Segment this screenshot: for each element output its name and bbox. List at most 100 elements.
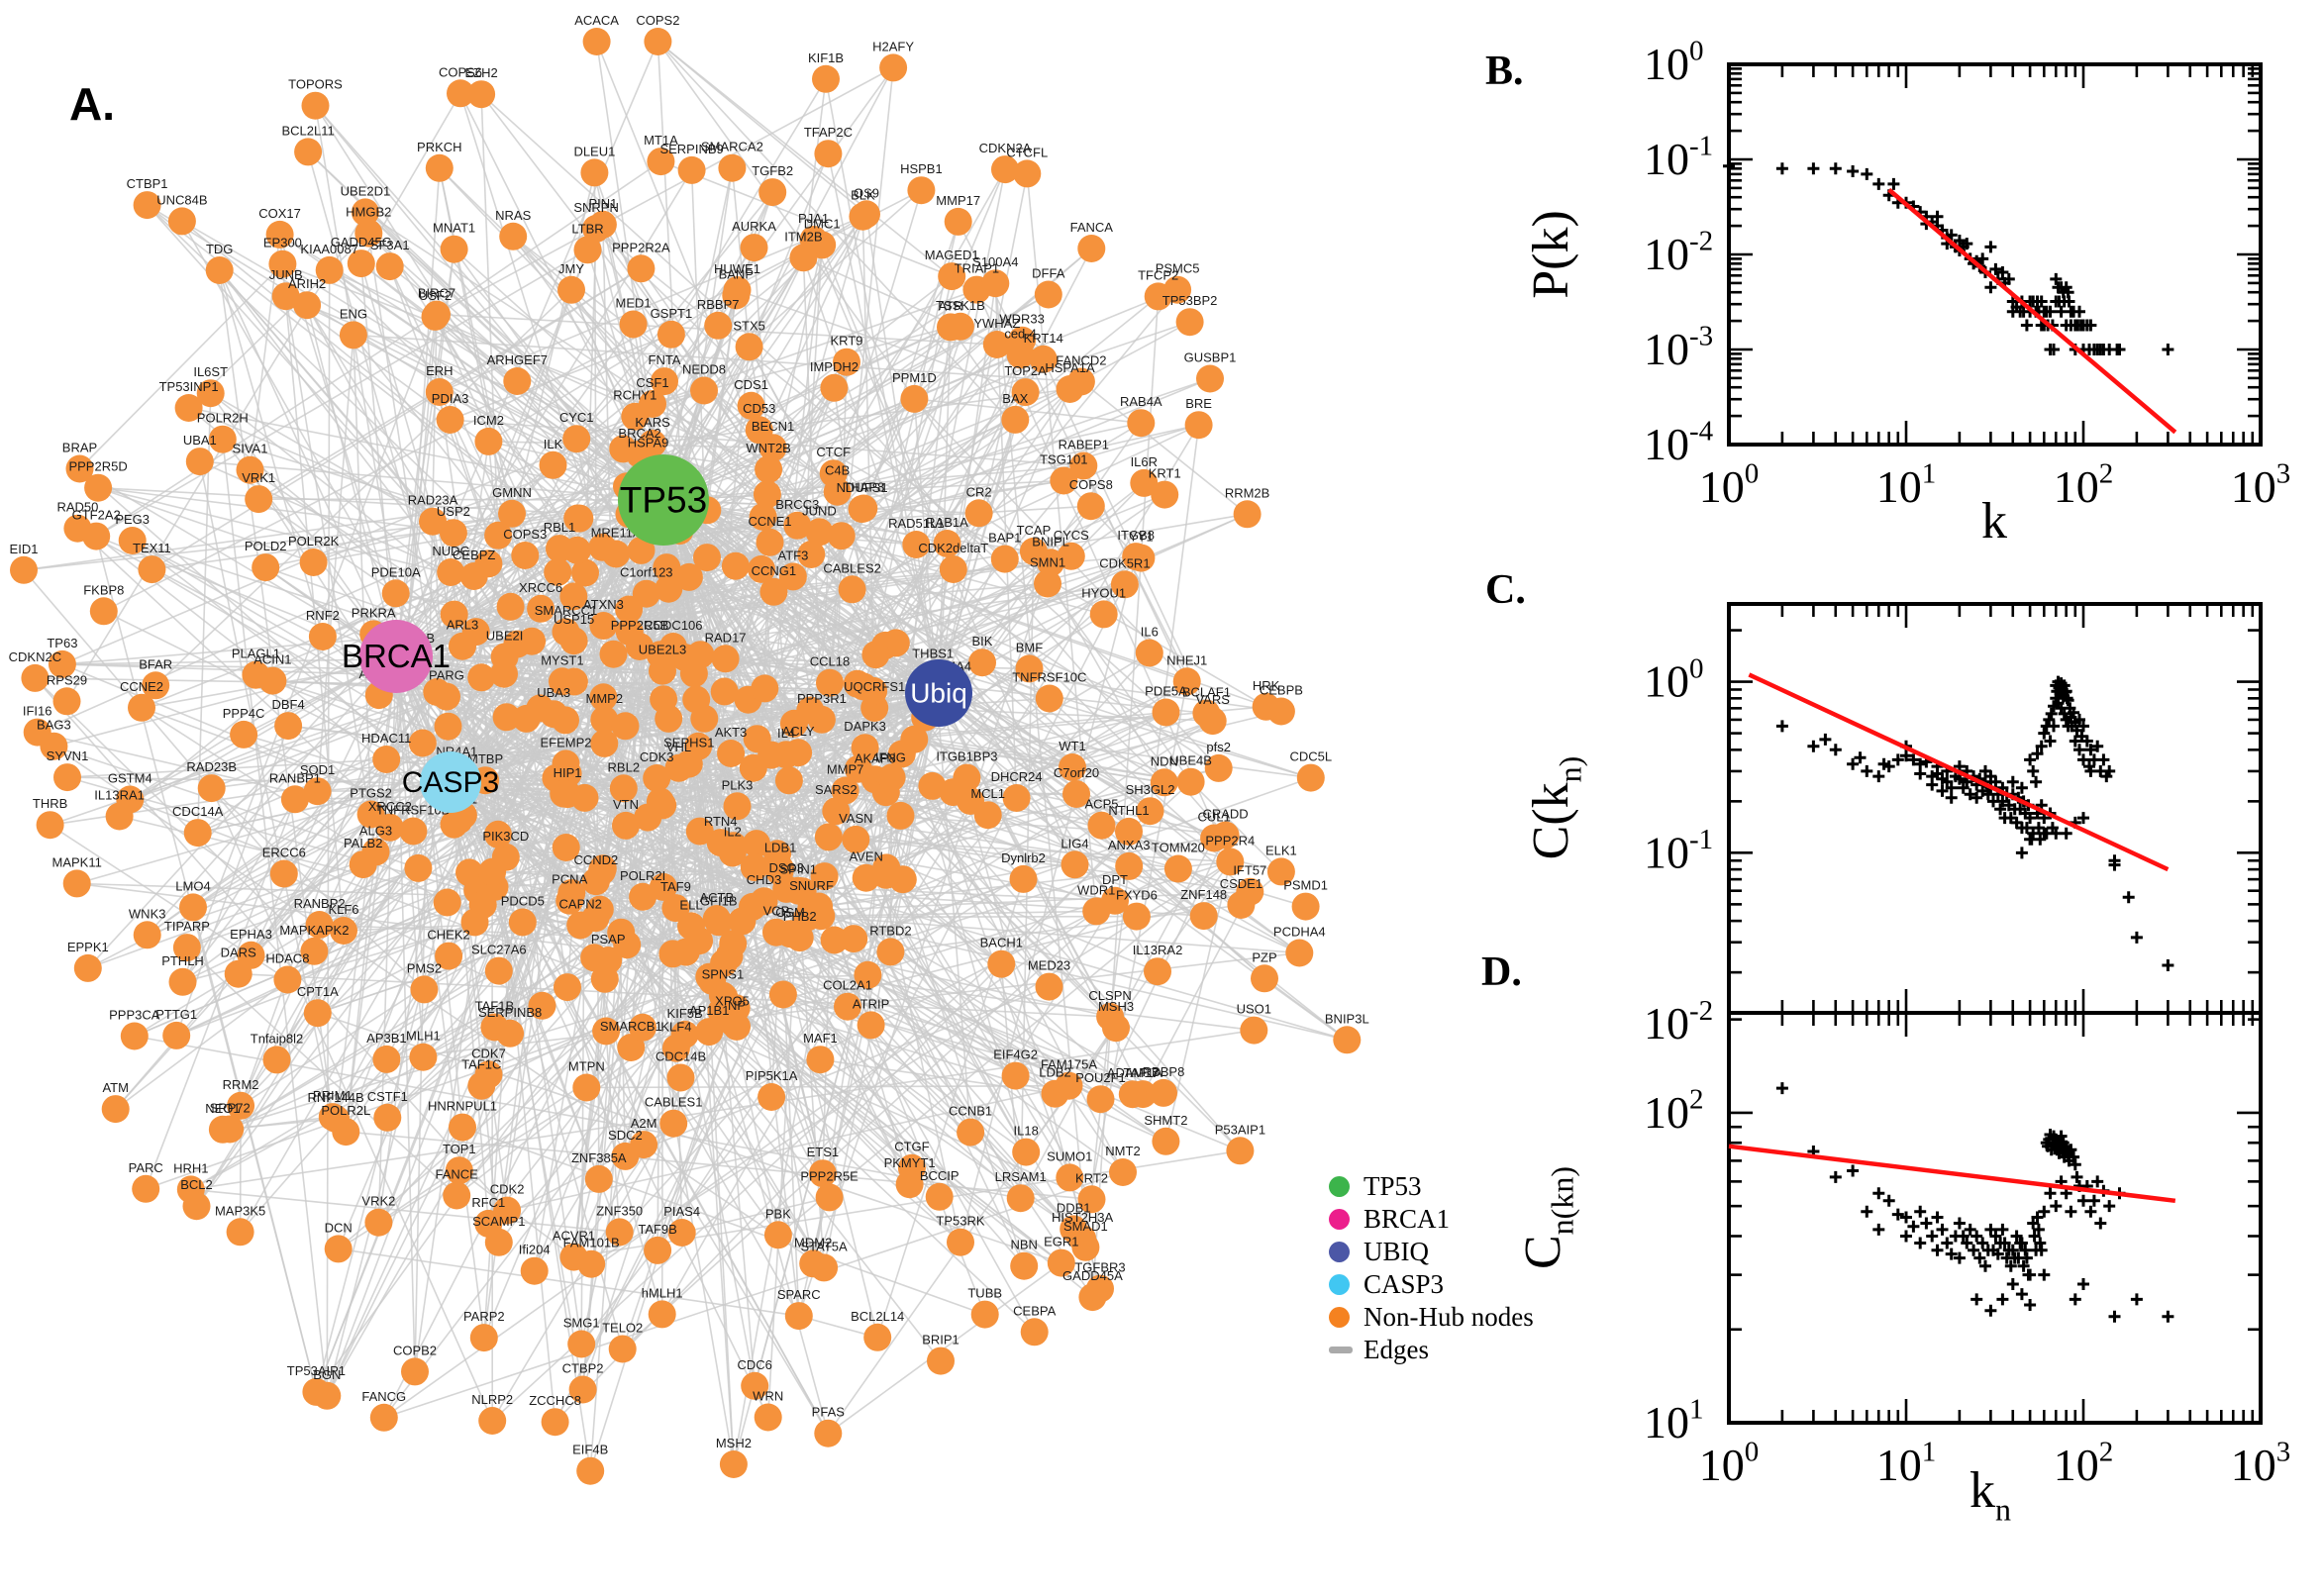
svg-text:POLR2L: POLR2L [321,1103,370,1118]
legend-edge-icon [1329,1347,1353,1353]
svg-text:RANBP2: RANBP2 [294,896,346,911]
svg-text:CPT1A: CPT1A [297,984,339,999]
svg-text:CCNB1: CCNB1 [949,1104,992,1119]
svg-text:PARP2: PARP2 [463,1309,505,1324]
svg-text:BNIPL: BNIPL [1032,534,1069,549]
svg-text:OSM: OSM [775,905,805,920]
svg-text:CEBPB: CEBPB [1260,683,1303,698]
svg-text:PPP2R5D: PPP2R5D [68,459,127,474]
svg-text:MAPK11: MAPK11 [52,854,102,869]
svg-text:WDR1: WDR1 [1077,882,1115,897]
svg-text:P53AIP1: P53AIP1 [1215,1122,1265,1137]
scatter-points-b [1723,159,2174,355]
svg-text:DHCR24: DHCR24 [991,769,1043,784]
svg-text:PSMC5: PSMC5 [1156,261,1200,276]
svg-text:HDAC8: HDAC8 [265,951,309,966]
svg-text:103: 103 [2231,458,2291,512]
svg-text:ZNF350: ZNF350 [596,1203,643,1218]
legend-label: BRCA1 [1364,1204,1451,1234]
svg-text:CDC14A: CDC14A [172,804,224,819]
svg-text:RBBP8: RBBP8 [1143,1064,1185,1079]
svg-text:NDUFS1: NDUFS1 [837,480,888,495]
svg-text:YWHAZ: YWHAZ [973,316,1020,331]
svg-text:EZH2: EZH2 [464,65,497,80]
svg-text:KRT2: KRT2 [1075,1170,1108,1185]
svg-text:PBK: PBK [765,1206,791,1221]
svg-text:AKT3: AKT3 [715,725,748,740]
svg-text:HRK: HRK [1253,678,1280,693]
svg-text:USF2: USF2 [419,288,452,303]
svg-text:BRCA1: BRCA1 [342,638,451,674]
svg-text:BCL2: BCL2 [180,1177,213,1192]
svg-text:MED1: MED1 [616,296,652,311]
svg-text:SMARCA2: SMARCA2 [701,140,763,154]
svg-text:WNT2B: WNT2B [746,441,791,455]
svg-text:FAM175A: FAM175A [1041,1057,1097,1072]
svg-text:BCL2L11: BCL2L11 [281,123,334,138]
svg-text:PDE5A: PDE5A [1145,684,1187,699]
svg-text:TAF1C: TAF1C [461,1057,501,1072]
svg-text:ACLY: ACLY [782,724,815,739]
svg-text:BIK: BIK [972,634,993,648]
svg-text:HIST2H3A: HIST2H3A [1052,1210,1113,1225]
hub-node-casp3: CASP3 [402,751,499,813]
svg-text:AP3B1: AP3B1 [366,1031,406,1046]
svg-text:100: 100 [1699,1437,1760,1490]
svg-text:IL6ST: IL6ST [193,364,228,379]
svg-text:CDS1: CDS1 [734,377,768,392]
svg-text:RTN4: RTN4 [704,814,738,829]
svg-text:COX17: COX17 [258,206,301,221]
svg-text:ACP5: ACP5 [1085,797,1119,812]
svg-text:NHEJ1: NHEJ1 [1166,652,1207,667]
svg-text:VRK1: VRK1 [242,470,275,485]
svg-text:CTBP2: CTBP2 [562,1361,604,1376]
svg-text:CDK3: CDK3 [640,749,674,764]
svg-text:VRK2: VRK2 [361,1194,395,1209]
svg-text:USO1: USO1 [1237,1002,1271,1017]
svg-text:TOPORS: TOPORS [288,77,343,92]
svg-text:PPP4C: PPP4C [223,706,265,721]
svg-text:PIN1: PIN1 [588,196,617,211]
svg-text:SIVA1: SIVA1 [233,442,268,456]
svg-text:GSTM4: GSTM4 [108,771,152,786]
svg-text:PALB2: PALB2 [344,836,383,850]
svg-text:TELO2: TELO2 [602,1321,643,1336]
svg-text:ANXA3: ANXA3 [1108,838,1151,852]
svg-text:NP: NP [728,998,746,1013]
svg-text:ERCC6: ERCC6 [262,846,306,860]
legend-circle-icon [1329,1307,1350,1328]
svg-text:ATXN3: ATXN3 [583,597,624,612]
svg-text:HSPB1: HSPB1 [900,161,943,176]
svg-text:10-2: 10-2 [1644,226,1713,279]
svg-text:BCLAF1: BCLAF1 [1182,685,1231,700]
svg-text:H2AFY: H2AFY [872,39,914,53]
svg-text:SNRPN: SNRPN [573,200,619,215]
svg-text:SMN1: SMN1 [1030,555,1065,570]
svg-text:MT1A: MT1A [644,133,678,148]
svg-text:BAG3: BAG3 [37,718,71,733]
svg-text:PFAS: PFAS [812,1405,846,1420]
svg-text:COPS2: COPS2 [636,13,679,28]
legend-item-edges: Edges [1329,1334,1534,1366]
svg-text:THRB: THRB [33,796,67,811]
svg-text:GMNN: GMNN [492,485,532,500]
svg-text:102: 102 [1644,1084,1704,1138]
svg-text:UQCRFS1: UQCRFS1 [844,679,905,694]
y-axis-label-b: P(k) [1523,210,1579,299]
svg-text:RBL2: RBL2 [608,759,641,774]
svg-text:Dynlrb2: Dynlrb2 [1001,850,1046,865]
svg-text:ZNF385A: ZNF385A [571,1150,627,1165]
svg-text:JUND: JUND [802,503,837,518]
svg-text:CABLES1: CABLES1 [645,1095,703,1110]
svg-text:CDK2: CDK2 [490,1182,525,1197]
svg-text:RBL1: RBL1 [544,520,576,535]
fit-line-b [1887,187,2177,435]
svg-text:NDN: NDN [1151,753,1178,768]
svg-text:VARS: VARS [1195,692,1230,707]
svg-text:ATM: ATM [102,1080,128,1095]
svg-text:BCCIP: BCCIP [920,1168,960,1183]
legend-label: Non-Hub nodes [1364,1302,1534,1332]
svg-text:COPS3: COPS3 [503,527,547,542]
svg-text:SARS2: SARS2 [815,782,858,797]
svg-text:PPP2R2A: PPP2R2A [612,240,670,254]
